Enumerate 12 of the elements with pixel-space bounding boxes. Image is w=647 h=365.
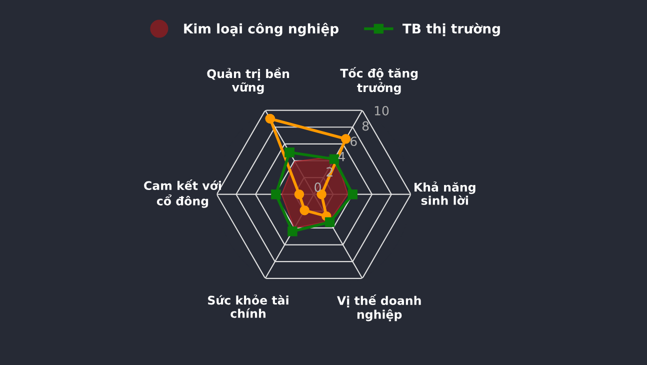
legend-label: TB thị trường [402, 22, 500, 36]
spoke-label: Sức khỏe tài chính [208, 294, 288, 318]
y-tick-label: 8 [362, 121, 369, 131]
spoke-label: Quản trị bền vững [207, 68, 290, 94]
y-tick-label: 10 [374, 106, 389, 116]
spoke-label: Khả năng sinh lời [414, 182, 476, 205]
y-tick-label: 0 [314, 182, 321, 192]
spoke-label: Cam kết với cổ đông [144, 180, 221, 208]
legend-label: Kim loại công nghiệp [184, 22, 339, 36]
spoke-label: Vị thế doanh nghiệp [336, 294, 421, 322]
spoke-label: Tốc độ tăng trưởng [340, 67, 418, 95]
y-tick-label: 6 [350, 136, 357, 146]
